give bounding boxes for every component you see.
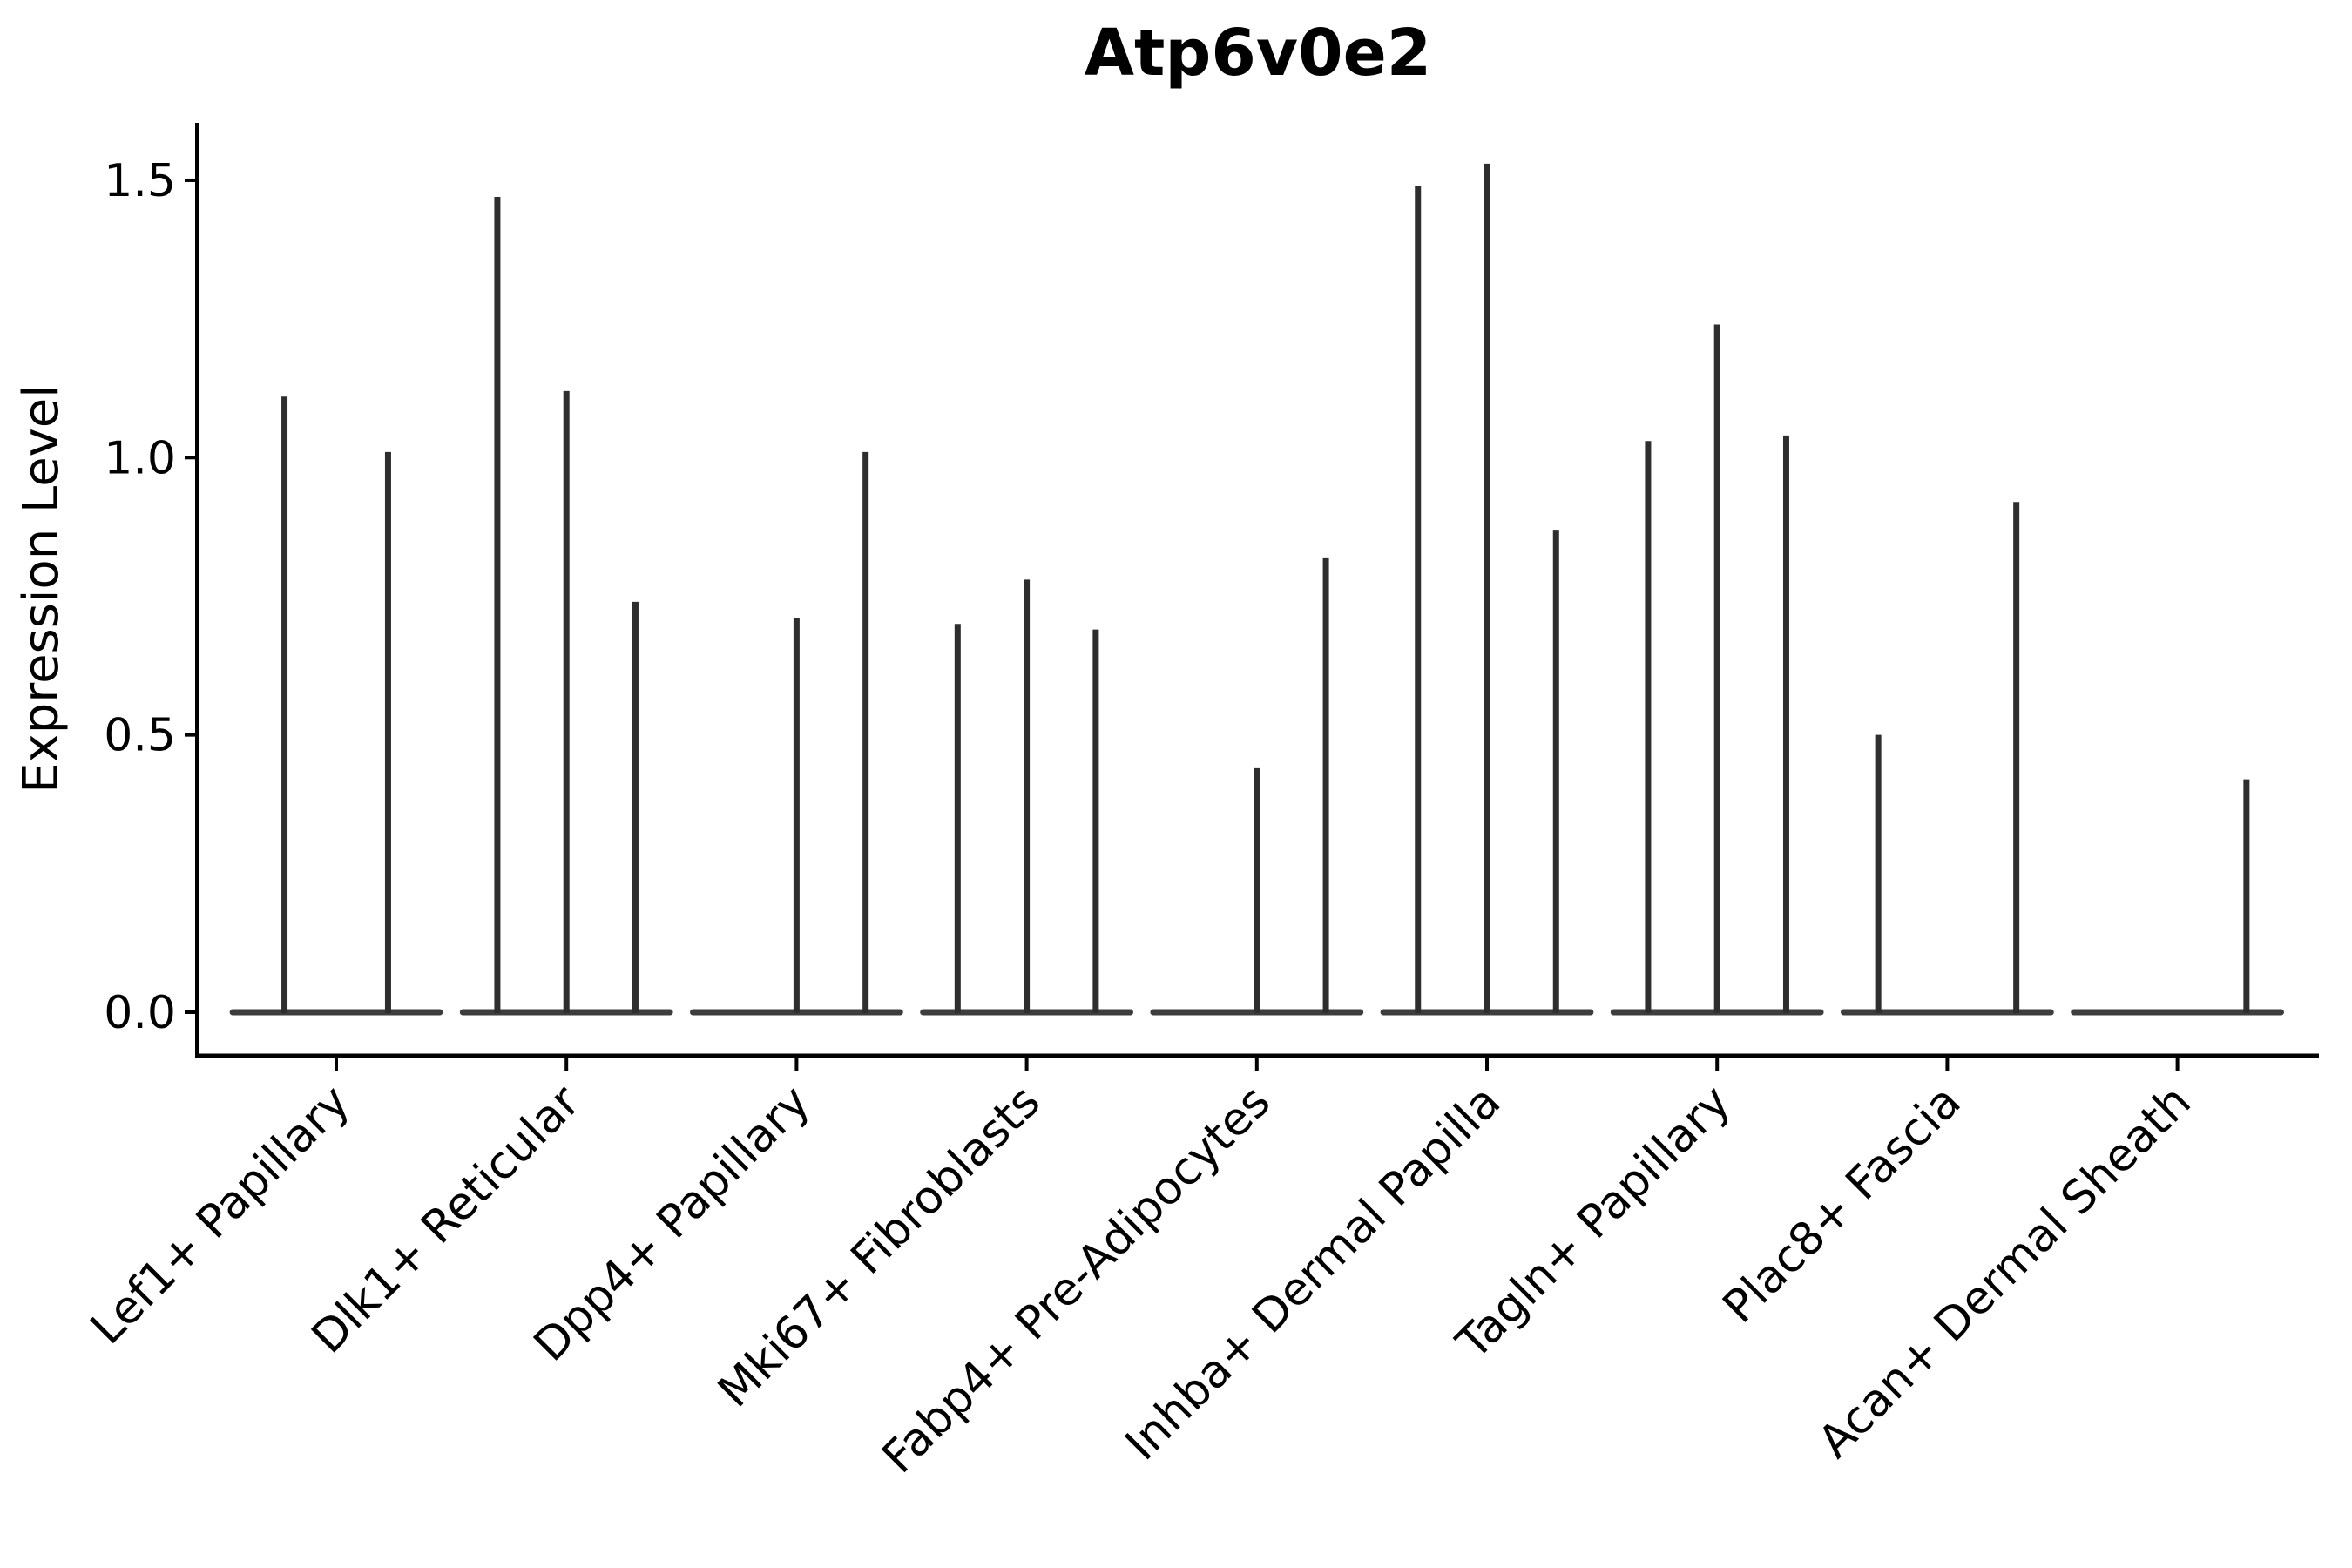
y-axis-label: Expression Level bbox=[13, 384, 70, 794]
x-category-label: Plac8+ Fascia bbox=[1713, 1076, 1971, 1334]
x-axis-ticks bbox=[335, 1058, 2180, 1071]
x-category-label: Inhba+ Dermal Papilla bbox=[1116, 1076, 1511, 1470]
y-tick-label: 0.5 bbox=[104, 710, 176, 762]
violin-spikes bbox=[281, 163, 2250, 1013]
x-category-label: Acan+ Dermal Sheath bbox=[1808, 1076, 2201, 1469]
y-tick-label: 1.0 bbox=[104, 432, 176, 484]
y-tick-label: 1.5 bbox=[104, 155, 176, 207]
y-tick-label: 0.0 bbox=[104, 987, 176, 1039]
y-axis-ticks: 0.0 0.5 1.0 1.5 bbox=[104, 155, 197, 1039]
chart-title: Atp6v0e2 bbox=[1085, 16, 1432, 91]
x-category-label: Fabp4+ Pre-Adipocytes bbox=[873, 1076, 1281, 1484]
